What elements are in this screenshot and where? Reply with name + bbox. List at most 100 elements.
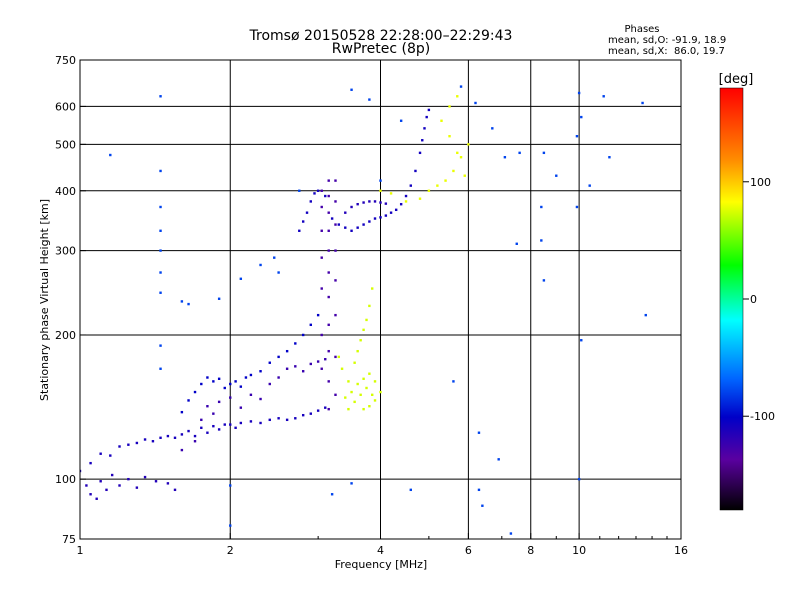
data-point bbox=[327, 229, 330, 232]
data-point bbox=[127, 443, 130, 446]
data-point bbox=[330, 493, 334, 496]
stats-header: Phases bbox=[624, 24, 659, 35]
data-point bbox=[249, 373, 253, 377]
data-point bbox=[320, 229, 323, 232]
data-point bbox=[353, 400, 356, 404]
data-point bbox=[362, 407, 365, 411]
data-point bbox=[277, 355, 280, 359]
data-point bbox=[324, 194, 327, 198]
data-point bbox=[459, 156, 463, 159]
data-point bbox=[285, 418, 289, 422]
data-point bbox=[268, 418, 271, 422]
data-point bbox=[368, 200, 371, 203]
data-point bbox=[118, 484, 121, 487]
data-point bbox=[327, 295, 330, 299]
data-point bbox=[294, 417, 297, 420]
data-point bbox=[540, 205, 543, 209]
data-point bbox=[373, 380, 377, 383]
data-point bbox=[481, 504, 484, 507]
x-tick-label: 6 bbox=[465, 544, 472, 557]
data-point bbox=[187, 302, 190, 306]
data-point bbox=[268, 361, 271, 364]
data-point bbox=[166, 482, 170, 485]
data-point bbox=[423, 127, 426, 130]
data-point bbox=[491, 127, 494, 130]
data-point bbox=[187, 399, 190, 402]
data-point bbox=[159, 249, 162, 252]
x-tick-label: 10 bbox=[572, 544, 586, 557]
data-point bbox=[239, 421, 243, 425]
data-point bbox=[463, 174, 466, 177]
data-point bbox=[327, 249, 330, 252]
x-tick-label: 1 bbox=[77, 544, 84, 557]
data-point bbox=[217, 297, 221, 300]
data-point bbox=[229, 382, 232, 386]
data-point bbox=[309, 200, 312, 203]
data-point bbox=[320, 256, 323, 259]
data-point bbox=[334, 179, 337, 182]
data-point bbox=[180, 448, 184, 452]
data-point bbox=[135, 486, 139, 489]
data-point bbox=[362, 223, 365, 226]
data-point bbox=[159, 271, 162, 274]
data-point bbox=[350, 229, 353, 232]
data-point bbox=[356, 226, 359, 229]
data-point bbox=[277, 271, 280, 274]
data-point bbox=[217, 400, 221, 404]
data-point bbox=[316, 409, 320, 412]
colorbar-ticks: 100 0 -100 bbox=[743, 176, 775, 423]
data-point bbox=[159, 344, 162, 347]
data-point bbox=[444, 179, 447, 182]
data-point bbox=[362, 201, 365, 204]
data-point bbox=[515, 242, 518, 245]
data-point bbox=[373, 200, 377, 203]
data-point bbox=[159, 205, 162, 209]
data-point bbox=[239, 406, 243, 409]
data-point bbox=[359, 339, 362, 342]
data-point bbox=[644, 313, 647, 317]
x-tick-label: 2 bbox=[227, 544, 234, 557]
data-point bbox=[277, 376, 280, 379]
data-point bbox=[298, 189, 301, 192]
data-point bbox=[159, 229, 162, 232]
data-point bbox=[127, 477, 130, 481]
data-point bbox=[200, 418, 203, 422]
data-point bbox=[324, 406, 327, 409]
data-point bbox=[368, 220, 371, 223]
data-point bbox=[384, 214, 388, 217]
data-point bbox=[362, 377, 365, 380]
data-point bbox=[187, 429, 190, 433]
y-tick-label: 300 bbox=[55, 245, 76, 258]
data-point bbox=[344, 396, 347, 399]
data-point bbox=[80, 469, 82, 473]
data-point bbox=[301, 220, 305, 223]
data-points bbox=[80, 85, 647, 535]
data-point bbox=[217, 377, 221, 380]
data-point bbox=[200, 426, 203, 430]
data-point bbox=[373, 217, 377, 220]
data-point bbox=[350, 205, 353, 209]
data-point bbox=[89, 461, 92, 465]
data-point bbox=[99, 452, 102, 455]
data-point bbox=[327, 194, 330, 198]
y-tick-label: 200 bbox=[55, 329, 76, 342]
data-point bbox=[389, 211, 393, 214]
data-point bbox=[212, 412, 215, 415]
x-axis-label: Frequency [MHz] bbox=[335, 558, 427, 571]
data-point bbox=[404, 194, 408, 198]
data-point bbox=[577, 91, 581, 95]
data-point bbox=[193, 440, 197, 443]
y-tick-label: 600 bbox=[55, 100, 76, 113]
data-point bbox=[268, 382, 271, 386]
data-point bbox=[223, 423, 226, 426]
data-point bbox=[477, 431, 481, 434]
data-point bbox=[327, 380, 330, 383]
data-point bbox=[503, 156, 507, 159]
data-point bbox=[298, 229, 301, 232]
data-point bbox=[575, 205, 579, 209]
data-point bbox=[337, 355, 341, 359]
data-point bbox=[259, 370, 262, 373]
data-point bbox=[154, 480, 158, 483]
data-point bbox=[109, 454, 112, 457]
colorbar-tick-label: -100 bbox=[750, 410, 775, 423]
